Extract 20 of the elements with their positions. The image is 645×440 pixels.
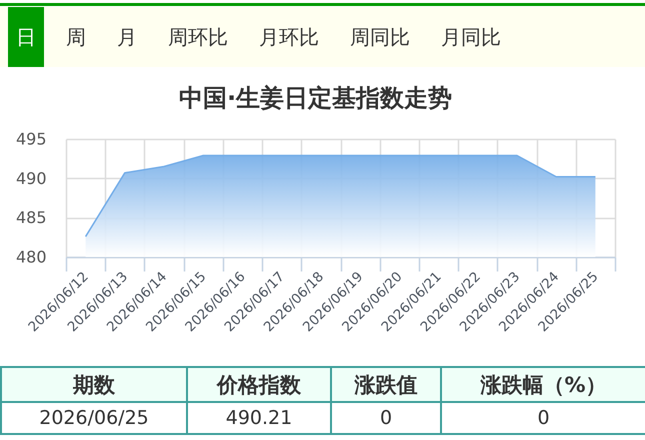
category-label: 涨跌幅（%）	[441, 367, 645, 402]
chart-title: 中国·生姜日定基指数走势	[178, 84, 452, 112]
category-label: 周	[65, 24, 87, 50]
category-label: 涨跌值	[331, 367, 441, 402]
category-label: 月环比	[258, 24, 320, 50]
text: 0	[331, 402, 441, 434]
text: 2026/06/25	[1, 402, 187, 434]
y-tick-label: 485	[16, 208, 46, 228]
y-tick-label: 490	[16, 168, 46, 188]
y-tick-label: 495	[16, 130, 46, 148]
category-label: 价格指数	[187, 367, 331, 402]
text: 0	[441, 402, 645, 434]
category-label: 期数	[1, 367, 187, 402]
category-label: 月同比	[440, 24, 502, 50]
category-label: 月	[116, 24, 138, 50]
category-label: 周环比	[167, 24, 229, 50]
y-tick-label: 480	[16, 248, 46, 266]
category-label: 周同比	[349, 24, 411, 50]
category-label: 日	[8, 7, 44, 67]
text: 490.21	[187, 402, 331, 434]
